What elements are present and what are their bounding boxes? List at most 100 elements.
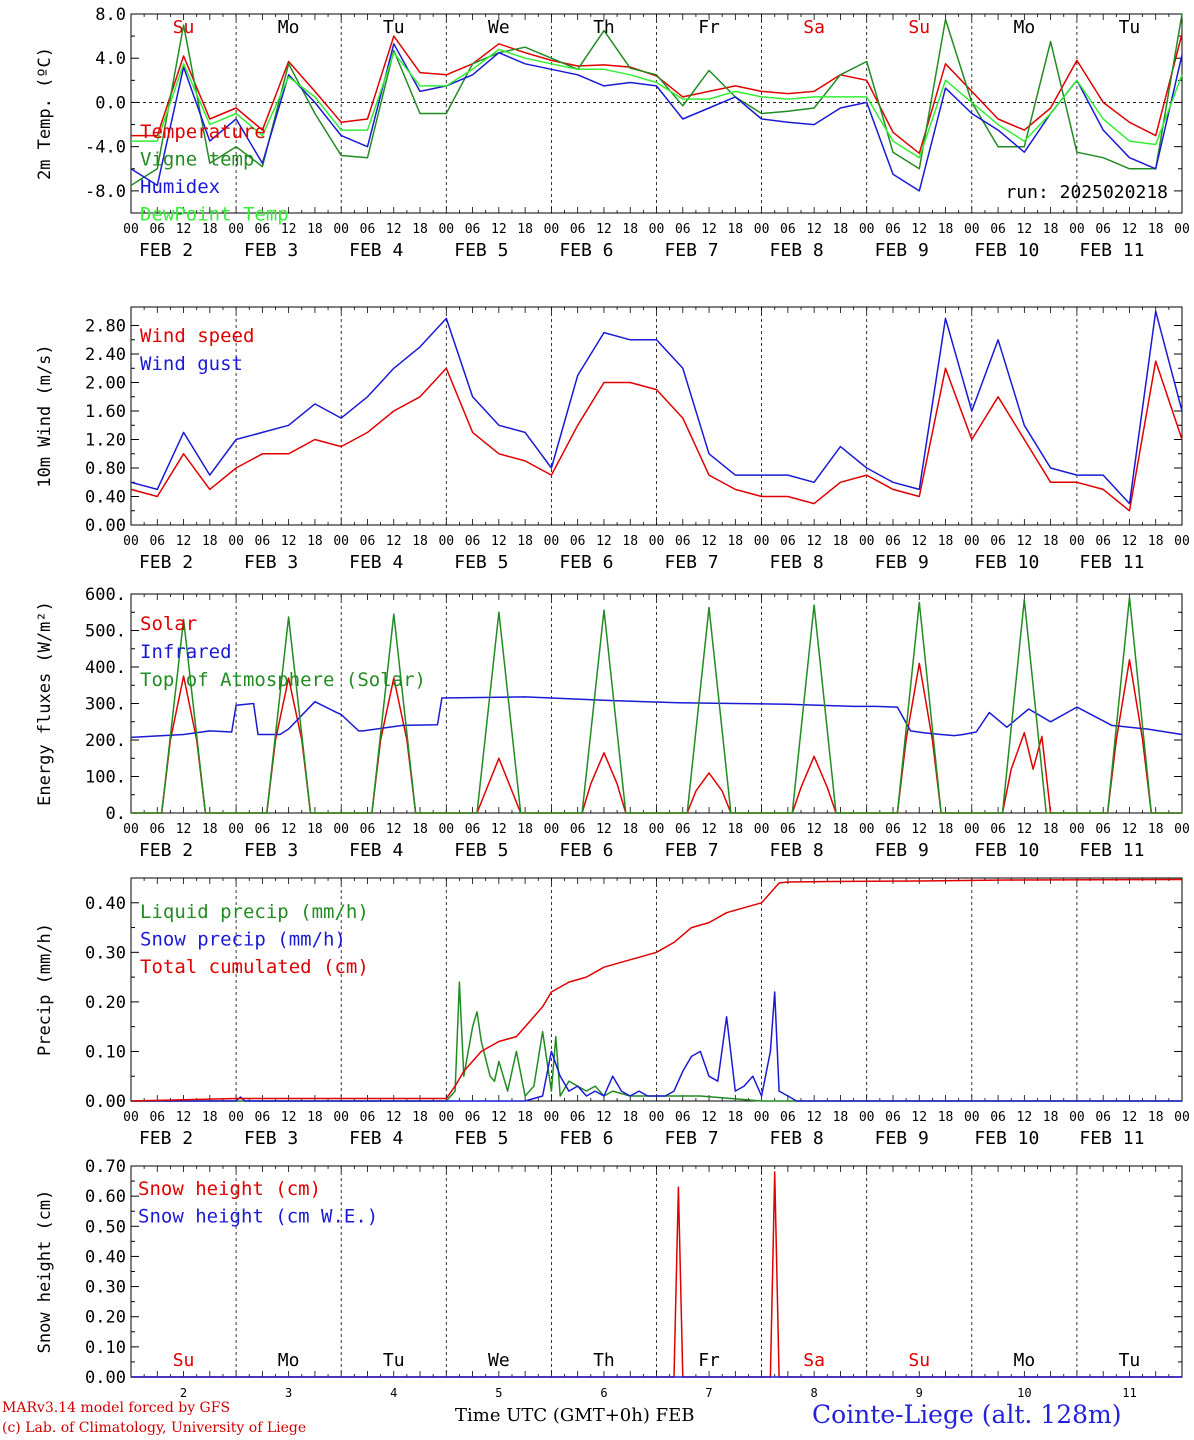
temp-y-tick-label: 8.0 [95,5,126,25]
temp-y-tick-label: 0.0 [95,93,126,113]
precip-x-day-label: FEB 8 [770,1128,824,1149]
precip-x-hour-label: 12 [596,1110,612,1125]
temp-x-hour-label: 00 [964,222,980,237]
temp-x-hour-label: 00 [333,222,349,237]
energy-legend-entry: Infrared [140,641,232,663]
energy-x-hour-label: 00 [859,822,875,837]
temp-weekday-label: Tu [1119,17,1141,38]
energy-series-infrared [130,696,1183,739]
temp-y-label: 2m Temp. (ºC) [35,47,55,180]
energy-x-hour-label: 00 [438,822,454,837]
precip-x-hour-label: 00 [438,1110,454,1125]
energy-y-tick-label: 400. [85,658,126,678]
precip-x-hour-label: 00 [228,1110,244,1125]
temp-weekday-label: Mo [1014,17,1036,38]
temp-x-hour-label: 06 [570,222,586,237]
temp-x-hour-label: 06 [255,222,271,237]
energy-x-day-label: FEB 11 [1079,840,1144,861]
temp-x-hour-label: 12 [386,222,402,237]
snow-y-tick-label: 0.50 [85,1217,126,1237]
precip-y-tick-label: 0.30 [85,943,126,963]
wind-x-day-label: FEB 8 [770,552,824,573]
precip-y-tick-label: 0.20 [85,993,126,1013]
energy-x-hour-label: 12 [491,822,507,837]
wind-x-hour-label: 06 [255,534,271,549]
energy-y-tick-label: 200. [85,731,126,751]
energy-x-hour-label: 12 [806,822,822,837]
temp-x-hour-label: 00 [438,222,454,237]
snow-y-tick-label: 0.10 [85,1338,126,1358]
precip-x-hour-label: 12 [176,1110,192,1125]
energy-y-label: Energy fluxes (W/m²) [35,601,55,806]
temp-x-day-label: FEB 4 [349,240,403,261]
temp-x-hour-label: 12 [491,222,507,237]
temp-weekday-label: Su [173,17,195,38]
snow-day-number: 6 [600,1386,607,1400]
energy-x-day-label: FEB 9 [875,840,929,861]
temp-x-hour-label: 06 [990,222,1006,237]
temp-legend-entry: Vigne temp [140,149,254,171]
precip-x-day-label: FEB 11 [1079,1128,1144,1149]
temp-x-hour-label: 00 [1174,222,1190,237]
snow-weekday-label: Mo [1014,1350,1036,1371]
wind-x-hour-label: 00 [1069,534,1085,549]
wind-x-day-label: FEB 6 [559,552,613,573]
wind-x-hour-label: 06 [149,534,165,549]
energy-x-hour-label: 00 [123,822,139,837]
temp-x-day-label: FEB 10 [974,240,1039,261]
energy-x-hour-label: 06 [360,822,376,837]
temp-x-hour-label: 18 [202,222,218,237]
precip-x-hour-label: 00 [649,1110,665,1125]
precip-series-snow-precip-mm-h [131,991,1182,1102]
precip-x-hour-label: 06 [990,1110,1006,1125]
wind-x-day-label: FEB 3 [244,552,298,573]
temp-x-hour-label: 12 [806,222,822,237]
energy-x-hour-label: 12 [911,822,927,837]
wind-x-hour-label: 12 [1122,534,1138,549]
precip-x-hour-label: 18 [517,1110,533,1125]
temp-x-hour-label: 12 [1122,222,1138,237]
energy-x-day-label: FEB 6 [559,840,613,861]
precip-y-tick-label: 0.00 [85,1092,126,1112]
energy-x-hour-label: 18 [833,822,849,837]
temp-x-hour-label: 00 [649,222,665,237]
wind-legend-entry: Wind speed [140,325,254,347]
precip-x-hour-label: 18 [202,1110,218,1125]
precip-x-hour-label: 12 [1122,1110,1138,1125]
temp-x-day-label: FEB 2 [139,240,193,261]
energy-x-day-label: FEB 10 [974,840,1039,861]
precip-x-hour-label: 18 [307,1110,323,1125]
temp-x-hour-label: 06 [675,222,691,237]
energy-y-tick-label: 600. [85,585,126,605]
energy-x-hour-label: 12 [386,822,402,837]
energy-y-tick-label: 500. [85,622,126,642]
temp-x-day-label: FEB 6 [559,240,613,261]
precip-x-hour-label: 06 [465,1110,481,1125]
snow-weekday-label: Su [908,1350,930,1371]
temp-x-hour-label: 12 [911,222,927,237]
wind-x-hour-label: 06 [465,534,481,549]
precip-x-hour-label: 12 [386,1110,402,1125]
snow-day-number: 7 [705,1386,712,1400]
temp-weekday-label: Sa [803,17,825,38]
precip-x-day-label: FEB 10 [974,1128,1039,1149]
precip-y-label: Precip (mm/h) [35,923,55,1056]
snow-weekday-label: We [488,1350,510,1371]
wind-x-day-label: FEB 10 [974,552,1039,573]
snow-day-number: 4 [390,1386,397,1400]
energy-x-hour-label: 06 [1095,822,1111,837]
precip-x-hour-label: 06 [255,1110,271,1125]
wind-x-hour-label: 06 [885,534,901,549]
temp-weekday-label: Fr [698,17,720,38]
wind-x-hour-label: 06 [360,534,376,549]
energy-x-hour-label: 12 [596,822,612,837]
precip-y-tick-label: 0.40 [85,894,126,914]
energy-y-tick-label: 100. [85,768,126,788]
temp-series-vigne-temp [130,13,1183,187]
snow-weekday-label: Tu [383,1350,405,1371]
energy-x-day-label: FEB 8 [770,840,824,861]
wind-y-tick-label: 2.40 [85,345,126,365]
wind-legend-entry: Wind gust [140,353,243,375]
wind-x-day-label: FEB 2 [139,552,193,573]
temp-x-day-label: FEB 3 [244,240,298,261]
